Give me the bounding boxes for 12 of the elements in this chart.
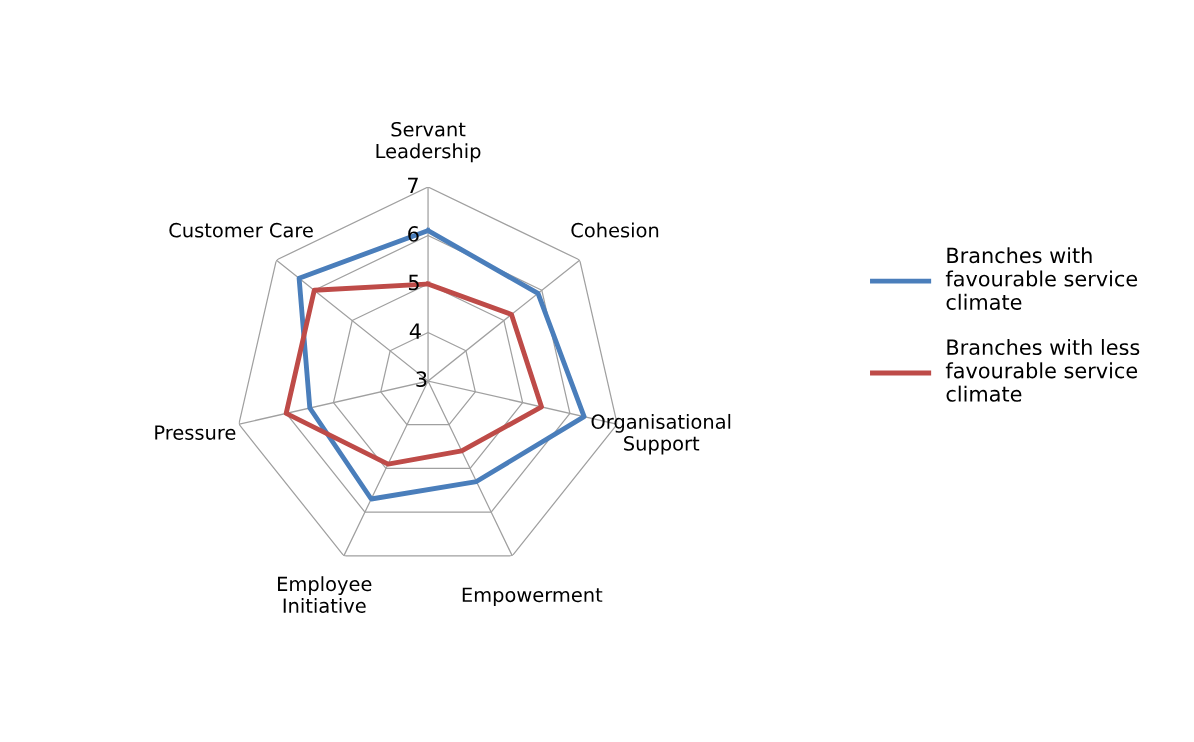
legend-label: Branches with favourable service climate [945, 247, 1138, 310]
spoke-label: Organisational Support [591, 413, 731, 455]
spoke-label: Employee Initiative [278, 576, 372, 614]
y-tick-label: 3 [416, 371, 427, 388]
spoke-label: Pressure [155, 425, 236, 440]
spoke-label: Servant Leadership [376, 121, 481, 163]
spoke-label: Cohesion [571, 222, 659, 238]
spoke-label: Empowerment [462, 587, 603, 606]
y-tick-label: 7 [408, 177, 418, 193]
spoke-label: Customer Care [169, 222, 313, 238]
y-tick-label: 4 [409, 323, 421, 339]
legend-label: Branches with less favourable service climate [945, 338, 1140, 402]
